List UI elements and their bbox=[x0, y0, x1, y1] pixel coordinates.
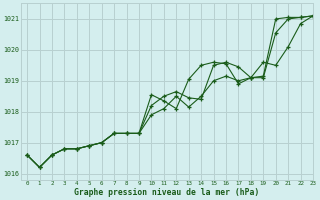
X-axis label: Graphe pression niveau de la mer (hPa): Graphe pression niveau de la mer (hPa) bbox=[74, 188, 260, 197]
